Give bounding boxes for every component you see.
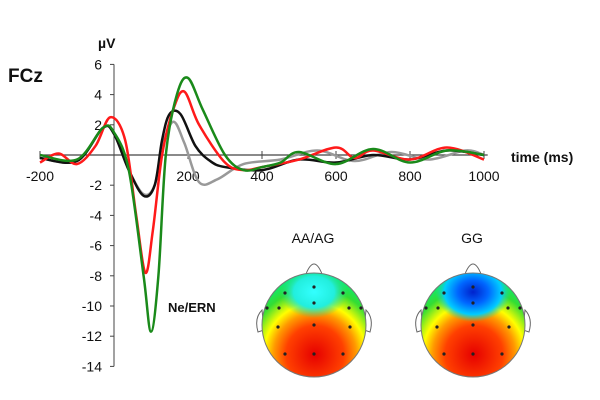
y-tick-label: 2 (94, 117, 102, 133)
electrode-dot (283, 291, 287, 295)
electrode-dot (471, 323, 475, 327)
y-tick-label: -2 (90, 177, 103, 193)
y-tick-label: -14 (82, 358, 102, 374)
electrode-dot (471, 301, 475, 305)
electrode-dot (359, 306, 363, 310)
x-tick-label: 400 (250, 168, 274, 184)
electrode-dot (442, 352, 446, 356)
electrode-dot (471, 285, 475, 289)
topo-label-gg: GG (461, 230, 483, 246)
electrode-dot (500, 352, 504, 356)
y-tick-label: -12 (82, 328, 102, 344)
x-tick-label: -200 (26, 168, 54, 184)
electrode-dot (507, 325, 511, 329)
y-tick-label: 4 (94, 87, 102, 103)
electrode-dot (312, 285, 316, 289)
electrode-dot (436, 306, 440, 310)
y-axis-label: µV (98, 35, 116, 51)
y-tick-label: 6 (94, 56, 102, 72)
electrode-dot (283, 352, 287, 356)
electrode-dot (341, 291, 345, 295)
chart-title: FCz (8, 66, 43, 87)
topomap-gg (415, 263, 531, 378)
electrode-dot (312, 323, 316, 327)
electrode-dot (265, 306, 269, 310)
y-tick-label: -4 (90, 207, 103, 223)
electrode-dot (347, 306, 351, 310)
electrode-dot (312, 301, 316, 305)
y-tick-label: -6 (90, 238, 103, 254)
electrode-dot (506, 306, 510, 310)
electrode-dot (312, 352, 316, 356)
series-line-green (39, 76, 485, 333)
series-line-red (39, 89, 485, 275)
x-tick-label: 1000 (468, 168, 499, 184)
topomap-aa-ag (256, 263, 372, 378)
electrode-dot (277, 306, 281, 310)
electrode-dot (471, 352, 475, 356)
y-tick-label: -10 (82, 298, 102, 314)
electrode-dot (424, 306, 428, 310)
electrode-dot (341, 352, 345, 356)
x-tick-label: 600 (324, 168, 348, 184)
electrode-dot (276, 325, 280, 329)
component-label: Ne/ERN (168, 300, 216, 315)
y-tick-label: -8 (90, 268, 103, 284)
electrode-dot (518, 306, 522, 310)
x-tick-label: 800 (398, 168, 422, 184)
x-axis-label: time (ms) (511, 149, 573, 165)
electrode-dot (500, 291, 504, 295)
topo-label-aa-ag: AA/AG (292, 230, 335, 246)
electrode-dot (442, 291, 446, 295)
electrode-dot (435, 325, 439, 329)
electrode-dot (348, 325, 352, 329)
